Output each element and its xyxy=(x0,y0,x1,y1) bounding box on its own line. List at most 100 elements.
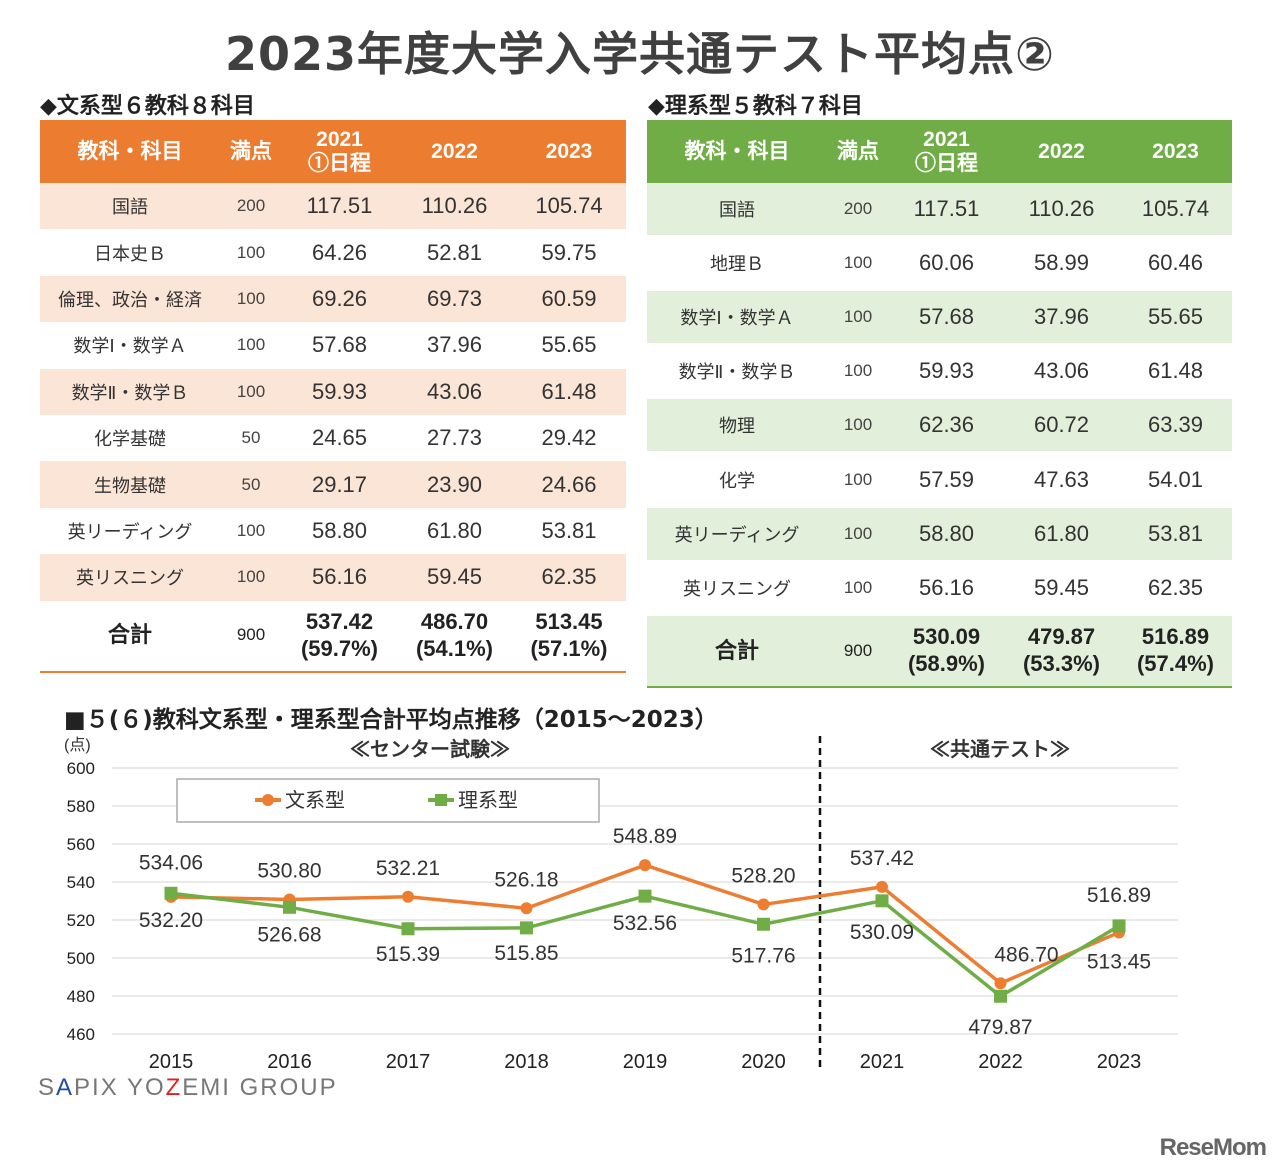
data-label: 530.09 xyxy=(850,921,914,944)
score-cell: 37.96 xyxy=(1004,290,1119,346)
data-label: 526.68 xyxy=(257,923,321,946)
max-score-cell: 100 xyxy=(220,554,282,601)
score-cell: 24.65 xyxy=(311,425,368,451)
subject-cell: 数学Ⅰ・数学Ａ xyxy=(73,336,187,358)
column-header: 2023 xyxy=(1119,120,1232,183)
score-cell: 61.80 xyxy=(1004,506,1119,562)
score-cell: 110.26 xyxy=(1004,183,1119,238)
score-cell: 56.16 xyxy=(889,560,1004,616)
score-cell: 69.73 xyxy=(397,275,512,323)
data-label: 548.89 xyxy=(613,825,677,848)
x-tick-label: 2016 xyxy=(267,1051,312,1073)
data-label: 532.20 xyxy=(139,909,203,932)
column-header: 2023 xyxy=(512,120,626,183)
score-cell: 55.65 xyxy=(541,332,597,358)
annotation-common-test: ≪共通テスト≫ xyxy=(930,738,1070,761)
x-tick-label: 2015 xyxy=(149,1051,194,1073)
score-cell: 43.06 xyxy=(397,368,512,415)
score-cell: 62.35 xyxy=(1119,560,1232,616)
y-axis-unit: (点) xyxy=(64,736,91,754)
score-cell: 37.96 xyxy=(426,332,483,358)
data-point-rikei xyxy=(283,900,296,914)
score-cell: 43.06 xyxy=(1004,344,1119,400)
max-score-cell: 100 xyxy=(827,344,889,400)
max-score-cell: 50 xyxy=(220,461,282,508)
data-label: 513.45 xyxy=(1087,950,1151,973)
legend-label: 文系型 xyxy=(285,789,345,812)
table-row: 数学Ⅰ・数学Ａ 100 57.68 37.96 55.65 xyxy=(647,290,1232,346)
table-row: 数学Ⅱ・数学Ｂ 100 59.93 43.06 61.48 xyxy=(40,368,626,415)
column-header: 教科・科目 xyxy=(40,120,220,183)
subject-cell: 英リスニング xyxy=(40,554,220,601)
column-header: 2022 xyxy=(397,120,512,183)
score-cell: 57.68 xyxy=(889,290,1004,346)
score-cell: 69.26 xyxy=(282,275,397,323)
y-tick-label: 500 xyxy=(67,949,95,968)
data-point-bunkei xyxy=(402,890,414,903)
score-cell: 105.74 xyxy=(1119,183,1232,238)
table-row: 数学Ⅰ・数学Ａ 100 57.68 37.96 55.65 xyxy=(40,322,626,368)
data-label: 516.89 xyxy=(1087,884,1151,907)
subject-cell: 英リスニング xyxy=(647,560,827,616)
total-cell: 479.87 (53.3%) xyxy=(1004,614,1119,688)
data-label: 532.21 xyxy=(376,857,440,880)
annotation-center-test: ≪センター試験≫ xyxy=(350,737,510,761)
max-score-cell: 100 xyxy=(827,506,889,562)
score-cell: 60.46 xyxy=(1119,236,1232,292)
subject-cell: 化学 xyxy=(647,452,827,508)
rikei-table: 教科・科目 満点 2021 ①日程 2022 2023 国語 200 117.51 110.26 1… xyxy=(647,120,1232,688)
table-row: 地理Ｂ 100 60.06 58.99 60.46 xyxy=(647,236,1232,292)
data-point-rikei xyxy=(875,894,889,908)
table-row: 化学基礎 50 24.65 27.73 29.42 xyxy=(40,415,626,461)
score-cell: 57.59 xyxy=(889,452,1004,508)
score-cell: 62.36 xyxy=(889,398,1004,454)
score-cell: 62.35 xyxy=(512,554,626,601)
subject-cell: 数学Ⅰ・数学Ａ xyxy=(647,290,827,346)
score-cell: 57.68 xyxy=(311,332,368,358)
data-label: 530.80 xyxy=(257,859,321,882)
score-cell: 110.26 xyxy=(397,183,512,230)
column-header: 2021 ①日程 xyxy=(889,120,1004,183)
score-cell: 64.26 xyxy=(311,239,368,265)
table-row: 生物基礎 50 29.17 23.90 24.66 xyxy=(40,461,626,508)
subject-cell: 英リーディング xyxy=(647,506,827,562)
score-cell: 60.59 xyxy=(512,275,626,323)
score-cell: 55.65 xyxy=(1119,290,1232,346)
max-score-cell: 100 xyxy=(827,452,889,508)
subject-cell: 国語 xyxy=(40,183,220,230)
data-point-rikei xyxy=(638,889,652,903)
data-point-rikei xyxy=(994,989,1007,1003)
column-header: 2021 ①日程 xyxy=(282,120,397,183)
total-cell: 900 xyxy=(220,600,282,673)
total-cell: 530.09 (58.9%) xyxy=(889,614,1004,688)
score-cell: 27.73 xyxy=(426,425,483,451)
score-cell: 52.81 xyxy=(426,239,483,265)
max-score-cell: 100 xyxy=(220,368,282,415)
score-cell: 53.81 xyxy=(541,517,597,543)
total-cell: 900 xyxy=(827,614,889,688)
max-score-cell: 100 xyxy=(236,520,266,540)
x-tick-label: 2022 xyxy=(978,1051,1023,1073)
legend-box xyxy=(176,778,600,823)
y-tick-label: 460 xyxy=(67,1025,95,1044)
score-cell: 59.93 xyxy=(282,368,397,415)
legend-marker xyxy=(262,794,274,806)
total-cell: 513.45 (57.1%) xyxy=(512,600,626,673)
subject-cell: 国語 xyxy=(647,183,827,238)
score-cell: 59.45 xyxy=(397,554,512,601)
column-header: 満点 xyxy=(827,120,889,183)
subject-cell: 数学Ⅱ・数学Ｂ xyxy=(647,344,827,400)
line-chart: 460 480 500 520 540 560 580 600 (点) ≪センター試験≫ ≪共通テス… xyxy=(64,736,1178,1073)
data-label: 528.20 xyxy=(731,864,795,887)
sapix-yozemi-logo: SAPIX YOZEMI GROUP xyxy=(38,1074,338,1101)
score-cell: 53.81 xyxy=(1119,506,1232,562)
subject-cell: 倫理、政治・経済 xyxy=(40,275,220,323)
table-row: 国語 200 117.51 110.26 105.74 xyxy=(40,183,626,230)
table-row: 日本史Ｂ 100 64.26 52.81 59.75 xyxy=(40,229,626,275)
x-tick-label: 2017 xyxy=(386,1051,431,1073)
score-cell: 24.66 xyxy=(512,461,626,508)
x-tick-label: 2020 xyxy=(741,1051,786,1073)
score-cell: 54.01 xyxy=(1119,452,1232,508)
max-score-cell: 200 xyxy=(827,183,889,238)
y-tick-label: 560 xyxy=(67,835,95,854)
